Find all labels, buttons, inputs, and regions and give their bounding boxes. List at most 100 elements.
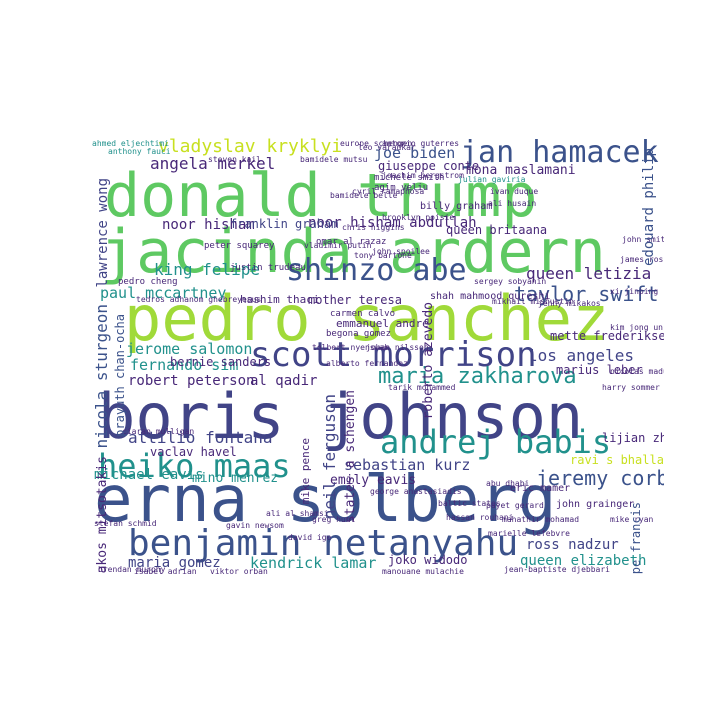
word-andrej-babis: andrej babis xyxy=(380,423,612,461)
word-jerome-salomon: jerome salomon xyxy=(126,340,253,358)
word-tony-bartone: tony bartone xyxy=(354,251,412,260)
word-payet-gerard: payet gerard xyxy=(486,501,544,510)
word-bernie-sanders: bernie sanders xyxy=(170,355,272,369)
word-manouane-mulachie: manouane mulachie xyxy=(382,567,464,575)
word-mike-pence: mike pence xyxy=(299,438,312,505)
word-marielle-lefebvre: marielle lefebvre xyxy=(488,529,570,538)
word-prayuth-chan-ocha: prayuth chan-ocha xyxy=(113,314,127,437)
word-mino-mehrez: mino mehrez xyxy=(192,471,279,486)
word-mahathir-mohamad: mahathir mohamad xyxy=(502,515,580,524)
word-ahmed-eljechtimi: ahmed eljechtimi xyxy=(92,139,170,148)
word-jacinda-ardern: jacinda ardern xyxy=(100,217,606,287)
word-sergey-sobyanin: sergey sobyanin xyxy=(474,277,547,286)
word-joko-widodo: joko widodo xyxy=(388,553,468,567)
word-heiko-maas: heiko maas xyxy=(98,447,291,485)
word-fernando-sim: fernando sim xyxy=(130,356,239,374)
word-kyriakos-mitsotakis: kyriakos mitsotakis xyxy=(95,456,110,574)
word-viktor-orban: viktor orban xyxy=(210,567,268,575)
word-paul-mccartney: paul mccartney xyxy=(100,284,227,302)
word-jenny-mikakos: jenny mikakos xyxy=(538,299,601,308)
word-maria-zakharova: maria zakharova xyxy=(378,364,577,389)
word-alberto-fernandez: alberto fernandez xyxy=(326,359,408,368)
word-tarik-mohammed: tarik mohammed xyxy=(388,383,456,392)
word-jean-baptiste: jean-baptiste djebbari xyxy=(504,565,610,574)
word-taylor-swift: taylor swift xyxy=(514,282,659,306)
word-noor-hisham: noor hisham xyxy=(162,217,255,233)
word-cyril-ramaphosa: cyril ramaphosa xyxy=(352,187,425,196)
word-abu-dhabi: abu dhabi xyxy=(486,479,530,488)
word-lijian-zhao: lijian zhao xyxy=(602,431,664,445)
word-jeremy-corbyn: jeremy corbyn xyxy=(536,466,664,490)
word-giuseppe-conte: giuseppe conte xyxy=(378,159,480,173)
word-roberto-azevedo: roberto azevedo xyxy=(421,302,436,420)
word-jan-hamacek: jan hamacek xyxy=(460,138,659,170)
word-states-a-schengen: states a schengen xyxy=(343,390,358,524)
word-los-angeles: los angeles xyxy=(528,346,634,365)
word-pedro-cheng: pedro cheng xyxy=(118,277,178,287)
word-justin-trudeau: justin trudeau xyxy=(230,263,306,273)
word-benjamin-netanyahu: benjamin netanyahu xyxy=(128,523,519,564)
word-john-smith: john smith xyxy=(622,235,664,244)
word-europe-schengen: europe schengen xyxy=(340,139,413,148)
word-sebastian-kurz: sebastian kurz xyxy=(344,456,471,474)
word-angela-merkel: angela merkel xyxy=(150,154,276,173)
word-ravi-s-bhalla: ravi s bhalla xyxy=(570,453,664,467)
word-kim-jong-un: kim jong un xyxy=(610,323,663,332)
word-isabel-adrian: isabel adrian xyxy=(134,567,197,575)
word-james-ross: james ross xyxy=(620,255,664,264)
word-harry-sommer: harry sommer xyxy=(602,383,660,392)
word-emily-eavis: emily eavis xyxy=(330,473,417,488)
word-billy-graham: billy graham xyxy=(420,201,493,212)
word-shah-mahmood-qureshi: shah mahmood qureshi xyxy=(430,291,551,302)
word-kendrick-lamar: kendrick lamar xyxy=(250,554,377,572)
word-noor-hisham-abdullah: noor hisham abdullah xyxy=(308,215,477,231)
word-stefan-schmid: stefan schmid xyxy=(94,519,157,528)
word-king-felipe: king felipe xyxy=(154,260,260,279)
word-scott-morrison: scott morrison xyxy=(250,335,537,375)
word-tolbert-nyenswah: tolbert nyenswah xyxy=(312,343,390,352)
word-john-grainger: john grainger xyxy=(556,499,635,510)
word-pedro-sanchez: pedro sanchez xyxy=(124,282,610,355)
word-shinzo-abe: shinzo abe xyxy=(286,253,467,288)
word-robert-peterson: robert peterson xyxy=(128,373,255,389)
word-michele-smith: michele smith xyxy=(374,173,445,183)
word-brendan-murphy: brendan murphy xyxy=(98,565,166,574)
word-omar-al-razaz: omar al razaz xyxy=(316,237,387,247)
word-antonio-guterres: antonio guterres xyxy=(382,139,460,148)
word-begona-gomez: begona gomez xyxy=(326,329,392,339)
word-franklin-graham: franklin graham xyxy=(230,217,339,231)
word-mike-ryan: mike ryan xyxy=(610,515,654,524)
word-david-ige: david ige xyxy=(288,533,332,542)
word-al-qadir: al qadir xyxy=(250,373,318,389)
word-ivan-duque: ivan duque xyxy=(490,187,539,196)
word-queen-britaana: queen britaana xyxy=(446,223,548,237)
word-julian-gaviria: julian gaviria xyxy=(458,175,526,184)
word-carmen-calvo: carmen calvo xyxy=(330,309,396,319)
word-gavin-newsom: gavin newsom xyxy=(226,521,284,530)
word-neil-ferguson: neil ferguson xyxy=(320,394,339,520)
word-edouard-philip: edouard philip xyxy=(641,148,657,267)
word-joachim-bergstrom: joachim bergstrom xyxy=(382,171,464,180)
word-baltic-states: baltic states xyxy=(438,499,501,508)
word-leo-varadkar: leo varadkar xyxy=(358,143,416,152)
word-michael-eavis: michael eavis xyxy=(94,467,204,483)
word-bamidele-belle: bamidele belle xyxy=(330,191,398,200)
word-joe-biden: joe biden xyxy=(374,144,456,162)
word-hashim-thaci: hashim thaci xyxy=(240,293,320,306)
word-ali-al-shamsi: ali al shamsi xyxy=(266,509,329,518)
word-agim-veliu: agim veliu xyxy=(374,183,429,193)
word-emmanuel-andre: emmanuel andre xyxy=(336,317,429,330)
word-john-spoilee: john spoilee xyxy=(372,247,430,256)
word-eric-mamer: eric mamer xyxy=(510,483,571,494)
word-boris-johnson: boris johnson xyxy=(98,380,584,453)
word-nicolas-maduro: nicolas maduro xyxy=(610,367,664,376)
word-ciaran-mulligan: ciaran mulligan xyxy=(122,427,195,436)
word-mette-frederiksen: mette frederiksen xyxy=(550,329,664,343)
word-bamidele-mutsu: bamidele mutsu xyxy=(300,155,368,164)
word-lawrence-wong: lawrence wong xyxy=(95,178,111,288)
word-xi-jinping: xi jinping xyxy=(610,287,659,296)
word-steven-kail: steven kail xyxy=(208,155,261,164)
word-marius-leber: marius leber xyxy=(556,363,643,377)
word-ali-husain: ali husain xyxy=(488,199,537,208)
word-vladyslav-kryklyi: vladyslav kryklyi xyxy=(158,138,343,157)
